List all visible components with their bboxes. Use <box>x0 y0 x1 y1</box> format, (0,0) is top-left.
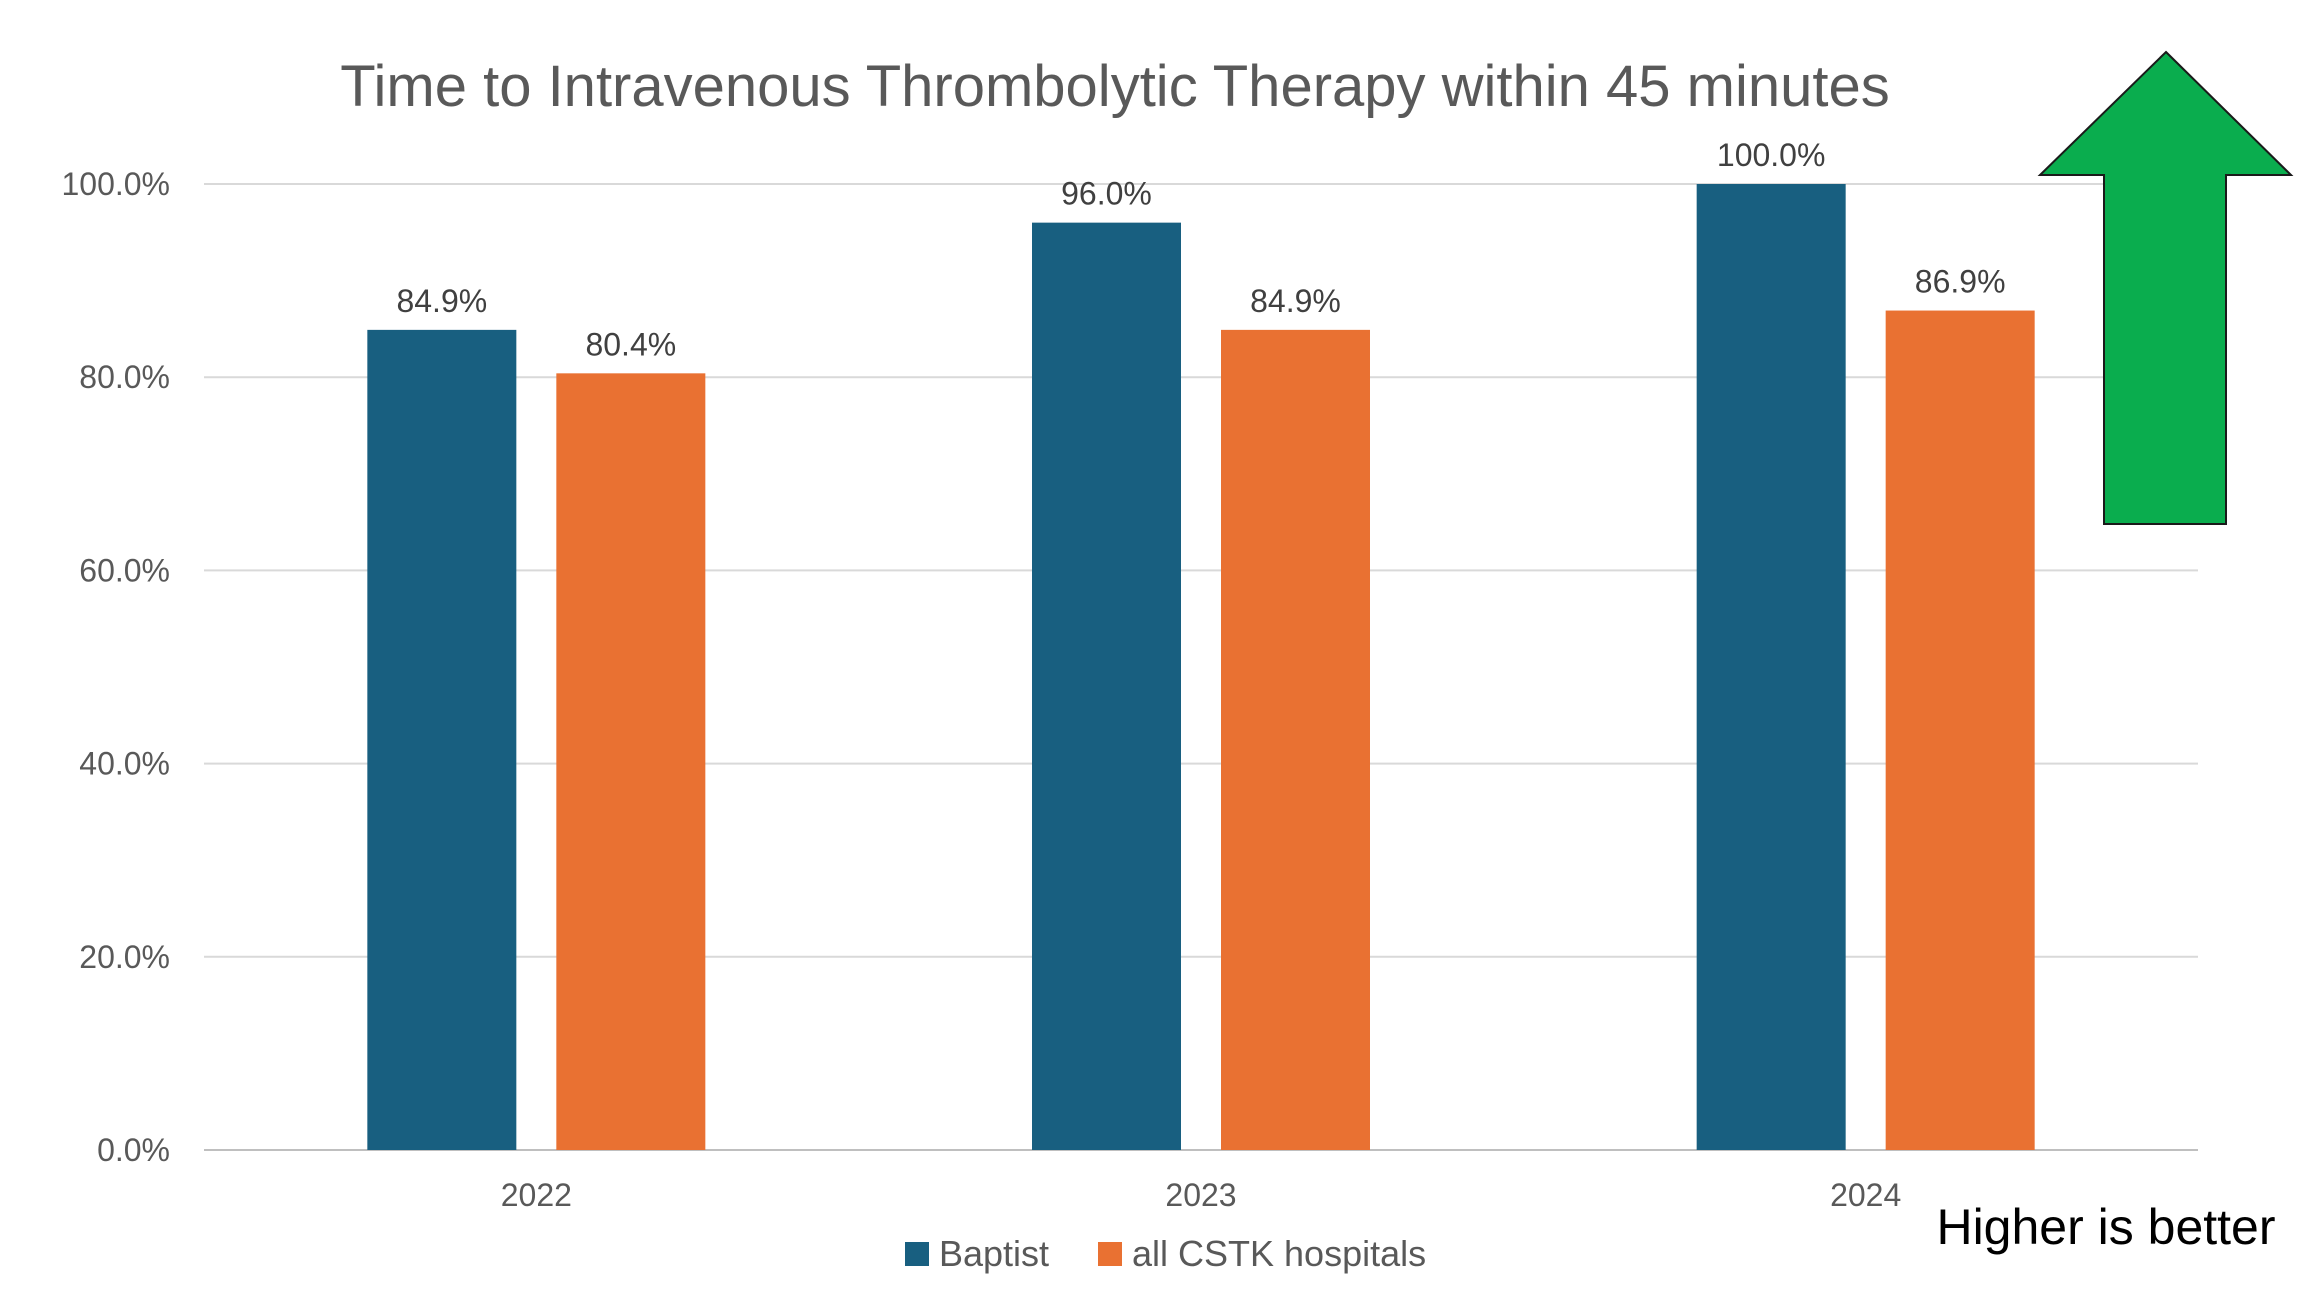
chart-title: Time to Intravenous Thrombolytic Therapy… <box>340 54 1890 119</box>
data-label: 80.4% <box>585 326 676 362</box>
gridlines <box>204 183 2198 1151</box>
bar-baptist-2024 <box>1696 184 1846 1150</box>
legend-swatch-baptist <box>905 1242 929 1266</box>
bar-baptist-2022 <box>367 329 517 1151</box>
y-tick-label: 20.0% <box>79 939 170 975</box>
x-tick-label: 2023 <box>1165 1177 1236 1213</box>
legend-swatch-all-cstk <box>1098 1242 1122 1266</box>
y-tick-label: 100.0% <box>61 166 170 202</box>
y-tick-label: 0.0% <box>97 1132 170 1168</box>
legend: Baptist all CSTK hospitals <box>905 1233 1426 1274</box>
data-label: 86.9% <box>1915 264 2006 300</box>
y-tick-label: 80.0% <box>79 359 170 395</box>
data-label: 84.9% <box>396 283 487 319</box>
x-axis: 2022 2023 2024 <box>501 1177 1902 1213</box>
higher-is-better-note: Higher is better <box>1936 1199 2275 1255</box>
x-tick-label: 2022 <box>501 1177 572 1213</box>
y-tick-label: 40.0% <box>79 746 170 782</box>
data-label: 96.0% <box>1061 176 1152 212</box>
legend-label-baptist: Baptist <box>939 1233 1049 1274</box>
bar-baptist-2023 <box>1032 222 1181 1150</box>
data-label: 84.9% <box>1250 283 1341 319</box>
x-tick-label: 2024 <box>1830 1177 1901 1213</box>
bar-all-cstk-2022 <box>556 373 706 1150</box>
data-label: 100.0% <box>1717 137 1826 173</box>
bar-all-cstk-2024 <box>1885 310 2035 1150</box>
bars: 84.9% 80.4% 96.0% 84.9% 100.0% 86.9% <box>367 137 2035 1151</box>
bar-all-cstk-2023 <box>1221 329 1370 1151</box>
up-arrow-icon <box>2037 50 2294 525</box>
y-tick-label: 60.0% <box>79 552 170 588</box>
y-axis: 0.0% 20.0% 40.0% 60.0% 80.0% 100.0% <box>61 166 170 1168</box>
legend-label-all-cstk: all CSTK hospitals <box>1132 1233 1426 1274</box>
